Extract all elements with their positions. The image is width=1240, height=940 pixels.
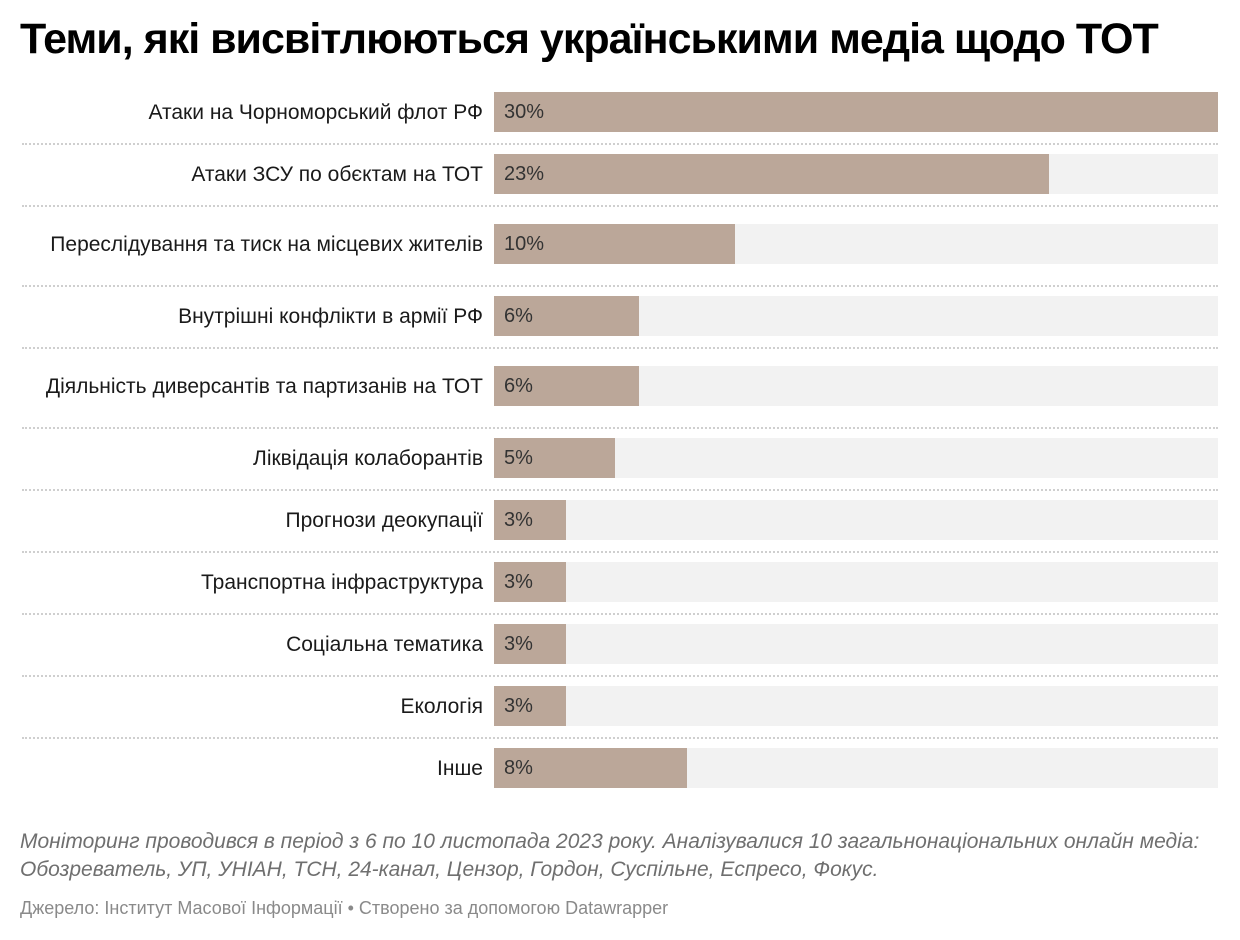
value-label: 3% (504, 571, 533, 593)
chart-notes: Моніторинг проводився в період з 6 по 10… (20, 830, 1200, 881)
bar (494, 748, 688, 788)
value-label: 5% (504, 447, 533, 469)
bar (494, 296, 639, 336)
bar (494, 562, 567, 602)
value-label: 30% (504, 101, 545, 123)
bar (494, 366, 639, 406)
bar-track: 3% (494, 562, 1218, 602)
bar-track: 8% (494, 748, 1218, 788)
bar (494, 686, 567, 726)
value-label: 6% (504, 375, 533, 397)
row-divider (22, 675, 1218, 677)
category-label: Ліквідація колаборантів (253, 446, 483, 470)
category-label: Атаки на Чорноморський флот РФ (148, 100, 483, 124)
category-label: Транспортна інфраструктура (201, 570, 483, 594)
category-label: Екологія (400, 694, 483, 718)
bar-track: 3% (494, 686, 1218, 726)
category-label: Соціальна тематика (286, 632, 483, 656)
row-divider (22, 347, 1218, 349)
bar-track: 10% (494, 224, 1218, 264)
value-label: 10% (504, 233, 545, 255)
category-label: Діяльність диверсантів та партизанів на … (45, 374, 483, 398)
bar (494, 154, 1050, 194)
bar-track: 6% (494, 296, 1218, 336)
category-label: Внутрішні конфлікти в армії РФ (178, 304, 483, 328)
category-label: Інше (437, 756, 483, 780)
category-label: Переслідування та тиск на місцевих жител… (50, 232, 483, 256)
row-divider (22, 551, 1218, 553)
chart-title: Теми, які висвітлюються українськими мед… (20, 15, 1159, 63)
bar-track: 6% (494, 366, 1218, 406)
bar-chart: Атаки на Чорноморський флот РФ 30% Атаки З… (22, 92, 1218, 788)
bar (494, 500, 567, 540)
row-divider (22, 143, 1218, 145)
bar-track: 3% (494, 500, 1218, 540)
value-label: 6% (504, 305, 533, 327)
category-label: Атаки ЗСУ по обєктам на ТОТ (191, 162, 483, 186)
row-divider (22, 285, 1218, 287)
bar (494, 92, 1218, 132)
row-divider (22, 427, 1218, 429)
row-divider (22, 613, 1218, 615)
bar (494, 224, 736, 264)
category-label: Прогнози деокупації (285, 508, 483, 532)
value-label: 8% (504, 757, 533, 779)
row-divider (22, 737, 1218, 739)
bar (494, 438, 615, 478)
row-divider (22, 489, 1218, 491)
row-divider (22, 205, 1218, 207)
value-label: 3% (504, 509, 533, 531)
bar-track: 30% (494, 92, 1218, 132)
bar (494, 624, 567, 664)
value-label: 3% (504, 695, 533, 717)
bar-track: 23% (494, 154, 1218, 194)
chart-footer: Джерело: Інститут Масової Інформації • С… (20, 898, 669, 918)
bar-track: 3% (494, 624, 1218, 664)
value-label: 3% (504, 633, 533, 655)
bar-track: 5% (494, 438, 1218, 478)
value-label: 23% (504, 163, 545, 185)
